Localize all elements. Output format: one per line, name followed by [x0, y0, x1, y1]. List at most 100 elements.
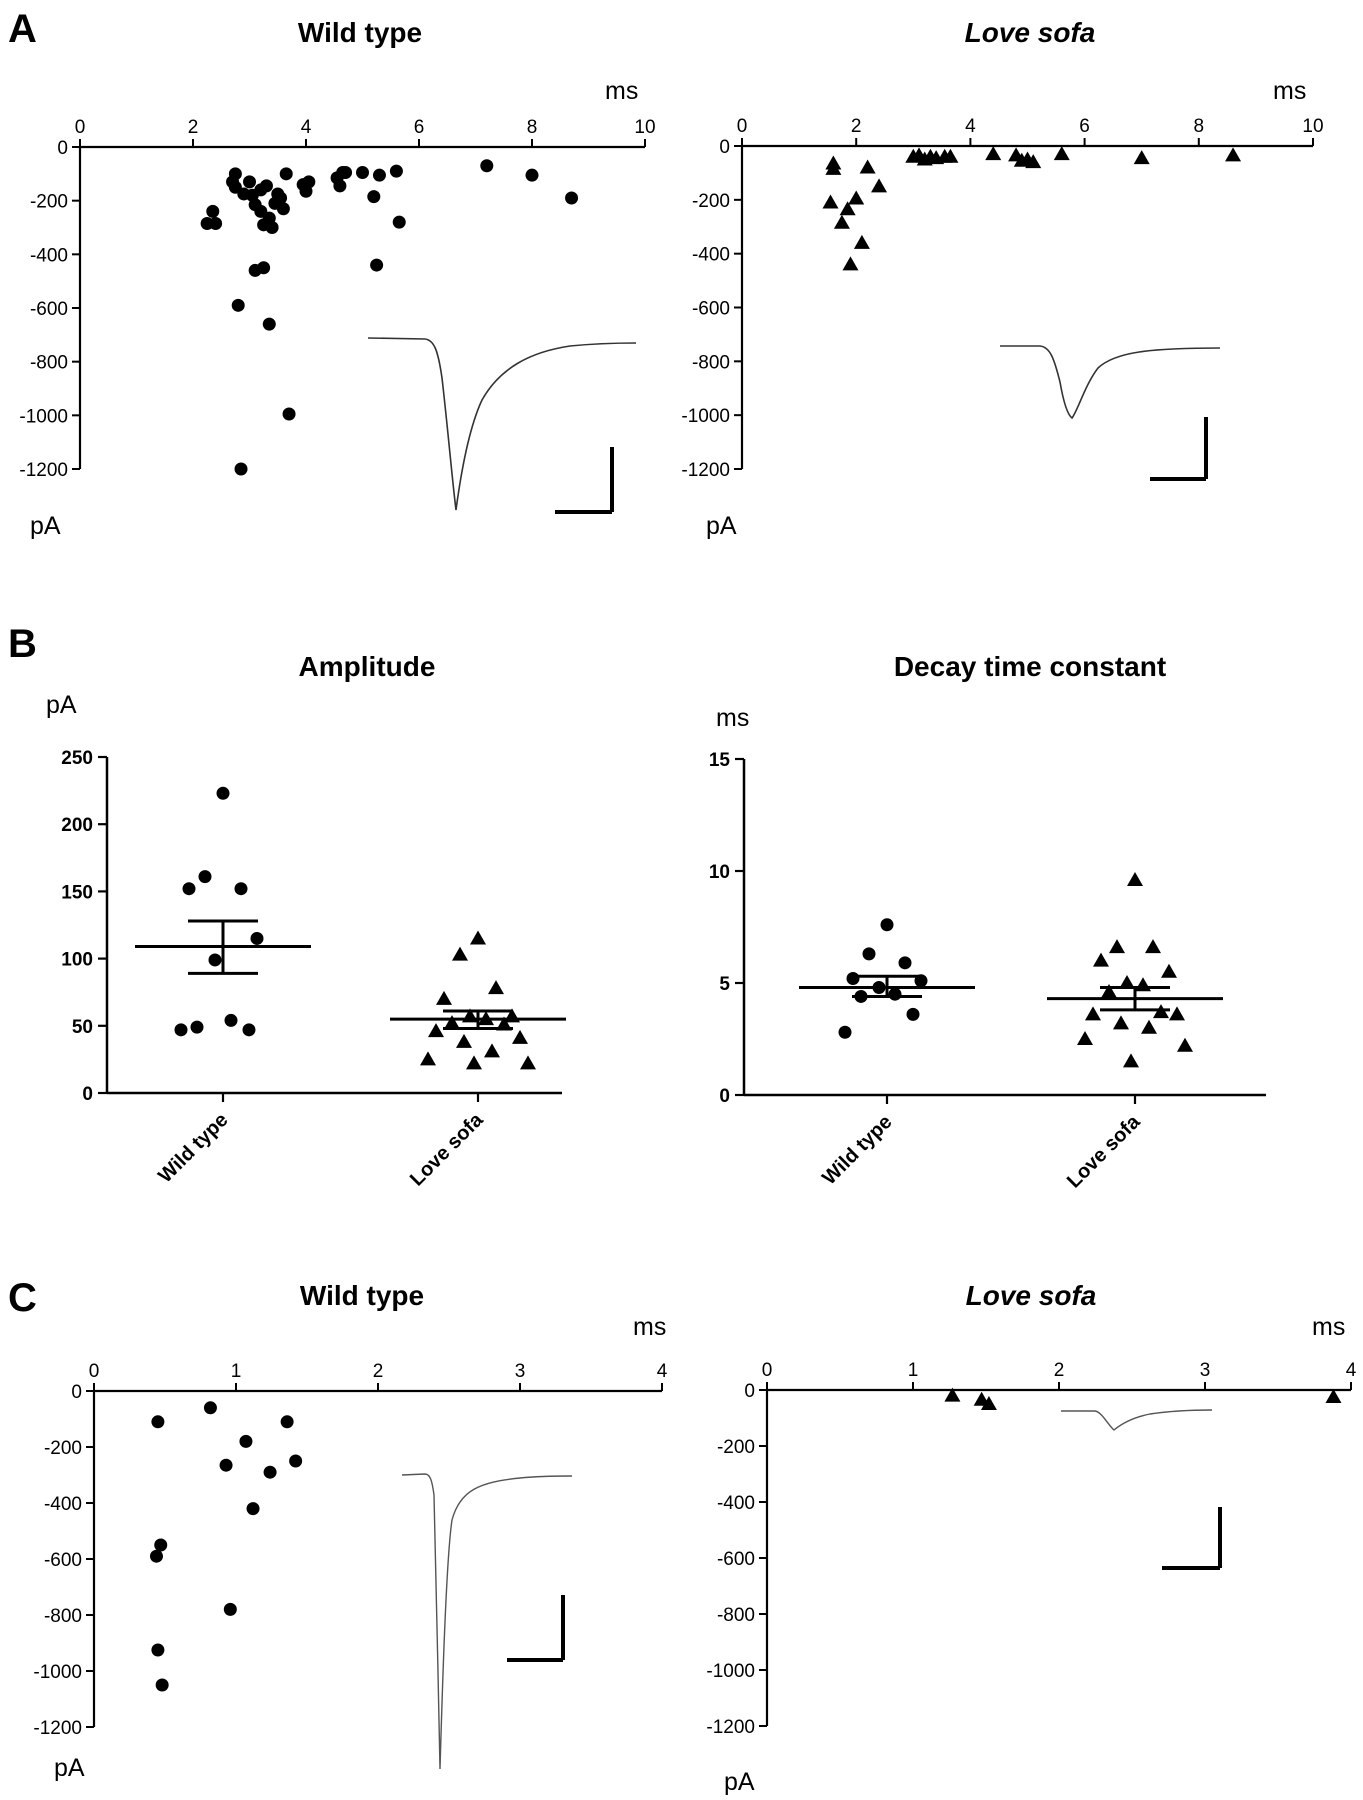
- y-tick-label: -1200: [706, 1717, 755, 1738]
- data-point: [520, 1055, 536, 1070]
- data-point: [1109, 939, 1125, 954]
- data-point: [250, 931, 264, 945]
- scale-bar-c-love-sofa: [1162, 1507, 1222, 1570]
- data-point: [842, 256, 859, 271]
- data-point: [216, 786, 230, 800]
- x-tick-label: 10: [1302, 116, 1323, 137]
- data-point: [1093, 952, 1109, 967]
- data-point: [1113, 1015, 1129, 1030]
- data-point: [833, 214, 850, 229]
- data-point: [862, 947, 876, 961]
- data-point: [389, 164, 403, 178]
- data-point: [190, 1020, 204, 1034]
- data-point: [846, 972, 860, 986]
- chart-b-amp-ylabel: pA: [46, 691, 77, 719]
- data-point: [822, 194, 839, 209]
- data-point: [182, 882, 196, 896]
- data-point: [420, 1051, 436, 1066]
- data-point: [259, 179, 273, 193]
- data-point: [276, 202, 290, 216]
- chart-a-love-sofa: 0 2 4 6 8 10 0 -200 -400 -600 -800 -1000 -1200: [681, 116, 1323, 481]
- x-tick-label: 1: [908, 1360, 919, 1381]
- data-point: [484, 1043, 500, 1058]
- y-tick-label: 50: [72, 1017, 93, 1038]
- chart-c-ls-xlabel: ms: [1312, 1313, 1345, 1341]
- data-point: [1133, 150, 1150, 165]
- data-point: [234, 462, 248, 476]
- y-tick-label: 15: [709, 750, 731, 771]
- data-point: [496, 1016, 512, 1031]
- x-tick-label: 8: [1194, 116, 1205, 137]
- category-label: Wild type: [818, 1111, 896, 1189]
- y-tick-label: 0: [719, 1086, 730, 1107]
- y-tick-label: 0: [57, 138, 68, 159]
- data-point: [1325, 1389, 1342, 1403]
- data-point: [880, 918, 894, 932]
- chart-b-decay: 0 5 10 15 Wild type Love sofa: [709, 750, 1266, 1193]
- data-point: [838, 1025, 852, 1039]
- chart-c-wild-type: 0 1 2 3 4 0 -200 -400 -600 -800 -1000 -1200: [33, 1361, 667, 1739]
- panel-letter-a: A: [8, 7, 37, 51]
- y-tick-label: -200: [44, 1438, 82, 1459]
- x-tick-label: 3: [1200, 1360, 1211, 1381]
- data-point: [203, 1401, 217, 1415]
- y-tick-label: -1000: [19, 406, 68, 427]
- data-point: [1225, 147, 1242, 162]
- y-tick-label: 100: [61, 950, 93, 971]
- data-point: [1177, 1037, 1193, 1052]
- chart-a-wt-title: Wild type: [298, 17, 422, 48]
- x-tick-label: 2: [1054, 1360, 1065, 1381]
- y-tick-label: -1200: [681, 460, 730, 481]
- trace-a-love-sofa: [1000, 345, 1221, 420]
- data-point: [1127, 871, 1143, 886]
- y-tick-label: 200: [61, 815, 93, 836]
- data-point: [444, 1015, 460, 1030]
- scale-bar-a-love-sofa: [1150, 417, 1208, 481]
- x-tick-label: 6: [414, 117, 425, 138]
- chart-a-wt-ylabel: pA: [30, 512, 61, 540]
- chart-b-amplitude: 0 50 100 150 200 250 Wild type Love sofa: [61, 748, 566, 1191]
- y-tick-label: -1000: [681, 406, 730, 427]
- x-tick-label: 3: [515, 1361, 526, 1382]
- data-point: [1169, 1006, 1185, 1021]
- data-point: [219, 1458, 233, 1472]
- data-point: [282, 407, 296, 421]
- data-point: [372, 168, 386, 182]
- y-tick-label: -800: [44, 1606, 82, 1627]
- chart-a-wt-xlabel: ms: [605, 77, 638, 105]
- y-tick-label: -400: [692, 245, 730, 266]
- trace-a-wild-type: [367, 337, 637, 511]
- data-point: [1141, 1019, 1157, 1034]
- data-point: [942, 148, 959, 163]
- chart-c-wt-xlabel: ms: [633, 1313, 666, 1341]
- data-point: [1161, 963, 1177, 978]
- data-point: [1085, 1006, 1101, 1021]
- data-point: [223, 1602, 237, 1616]
- chart-a-ls-ylabel: pA: [706, 512, 737, 540]
- data-point: [242, 1023, 256, 1037]
- data-point: [370, 258, 384, 272]
- chart-c-ls-title: Love sofa: [966, 1280, 1097, 1311]
- data-point: [565, 191, 579, 205]
- data-point: [149, 1549, 163, 1563]
- data-point: [263, 1465, 277, 1479]
- trace-c-love-sofa: [1061, 1409, 1213, 1431]
- x-tick-label: 2: [188, 117, 199, 138]
- data-point: [151, 1643, 165, 1657]
- x-tick-label: 6: [1079, 116, 1090, 137]
- data-point: [872, 980, 886, 994]
- y-tick-label: 150: [61, 882, 93, 903]
- y-tick-label: -800: [717, 1605, 755, 1626]
- data-point: [228, 167, 242, 181]
- category-label: Love sofa: [1063, 1110, 1145, 1192]
- data-point: [848, 190, 865, 205]
- panel-letter-c: C: [8, 1276, 37, 1320]
- data-point: [280, 1415, 294, 1429]
- y-tick-label: -1200: [19, 460, 68, 481]
- y-tick-label: 0: [719, 137, 730, 158]
- chart-b-decay-title: Decay time constant: [894, 651, 1166, 682]
- data-point: [1025, 154, 1042, 169]
- panel-letter-b: B: [8, 622, 37, 666]
- chart-a-ls-xlabel: ms: [1273, 77, 1306, 105]
- x-tick-label: 0: [737, 116, 748, 137]
